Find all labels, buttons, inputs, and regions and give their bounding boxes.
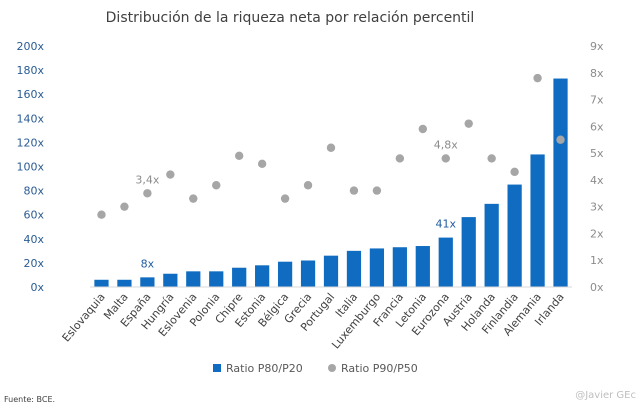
right-axis: 0x 1x 2x 3x 4x 5x 6x 7x 8x 9x <box>590 40 604 294</box>
dot <box>212 181 221 190</box>
bar <box>484 203 499 287</box>
annotation-label: 41x <box>436 218 457 231</box>
dot <box>556 135 565 144</box>
right-tick-label: 6x <box>590 120 604 133</box>
dot <box>464 119 473 128</box>
bar <box>369 248 385 287</box>
bar <box>392 247 407 287</box>
left-tick-label: 200x <box>16 40 44 53</box>
source-note: Fuente: BCE. <box>4 395 55 404</box>
dot <box>418 124 428 134</box>
dot <box>234 151 244 160</box>
bar <box>300 260 316 287</box>
bar <box>186 271 201 287</box>
left-tick-label: 20x <box>23 257 44 270</box>
bar <box>255 265 270 287</box>
dot <box>143 189 152 198</box>
bar <box>323 255 339 287</box>
legend-label-p80-p20: Ratio P80/P20 <box>226 362 303 375</box>
annotation-label: 4,8x <box>434 138 458 151</box>
left-tick-label: 180x <box>16 64 44 77</box>
annotations: 8x 41x 3,4x 4,8x <box>135 138 458 270</box>
legend: Ratio P80/P20 Ratio P90/P50 <box>213 362 418 375</box>
bar <box>346 250 362 287</box>
annotation-label: 8x <box>141 257 155 270</box>
right-tick-label: 4x <box>590 174 604 187</box>
right-tick-label: 8x <box>590 67 604 80</box>
bar <box>232 267 247 287</box>
dot <box>120 202 129 211</box>
chart-title: Distribución de la riqueza neta por rela… <box>106 10 475 26</box>
dot <box>166 170 175 179</box>
bar <box>415 246 430 287</box>
dot <box>303 181 313 190</box>
left-tick-label: 120x <box>16 136 44 149</box>
right-tick-label: 0x <box>590 281 604 294</box>
bar <box>438 237 453 287</box>
left-tick-label: 140x <box>16 112 44 125</box>
bar <box>461 217 476 287</box>
dot <box>533 73 542 83</box>
dot-series <box>97 73 565 219</box>
bar <box>140 277 155 287</box>
left-tick-label: 60x <box>23 209 44 222</box>
x-tick-label: Eslovaquia <box>60 291 108 345</box>
dot <box>97 210 106 219</box>
right-tick-label: 2x <box>590 227 604 240</box>
bar <box>94 279 109 287</box>
dot <box>487 154 496 163</box>
dot <box>280 194 290 203</box>
dot <box>372 186 382 195</box>
left-tick-label: 0x <box>30 281 44 294</box>
right-tick-label: 7x <box>590 94 604 107</box>
dot <box>326 143 336 152</box>
bar <box>163 273 178 287</box>
bar <box>277 261 293 287</box>
dot <box>257 159 267 169</box>
legend-label-p90-p50: Ratio P90/P50 <box>341 362 418 375</box>
dot <box>441 154 450 163</box>
left-tick-label: 80x <box>23 185 44 198</box>
bar <box>530 154 545 287</box>
legend-swatch-p80-p20 <box>213 364 221 372</box>
left-tick-label: 160x <box>16 88 44 101</box>
dot <box>510 167 519 177</box>
bar <box>553 78 568 287</box>
bar <box>507 184 522 287</box>
left-tick-label: 100x <box>16 161 44 174</box>
right-tick-label: 9x <box>590 40 604 53</box>
dot <box>395 154 405 163</box>
bar <box>209 271 224 287</box>
author-credit: @Javier GEc <box>575 390 636 401</box>
legend-swatch-p90-p50 <box>328 364 336 372</box>
right-tick-label: 1x <box>590 254 604 267</box>
annotation-label: 3,4x <box>135 173 159 186</box>
right-tick-label: 3x <box>590 201 604 214</box>
x-axis-labels: EslovaquiaMaltaEspañaHungríaEsloveniaPol… <box>60 290 567 351</box>
bar <box>117 279 132 287</box>
left-tick-label: 40x <box>23 233 44 246</box>
bar-series <box>94 78 568 287</box>
dot <box>189 194 198 203</box>
right-tick-label: 5x <box>590 147 604 160</box>
left-axis: 0x 20x 40x 60x 80x 100x 120x 140x 160x 180x 200x <box>16 40 44 294</box>
dot <box>349 186 359 195</box>
